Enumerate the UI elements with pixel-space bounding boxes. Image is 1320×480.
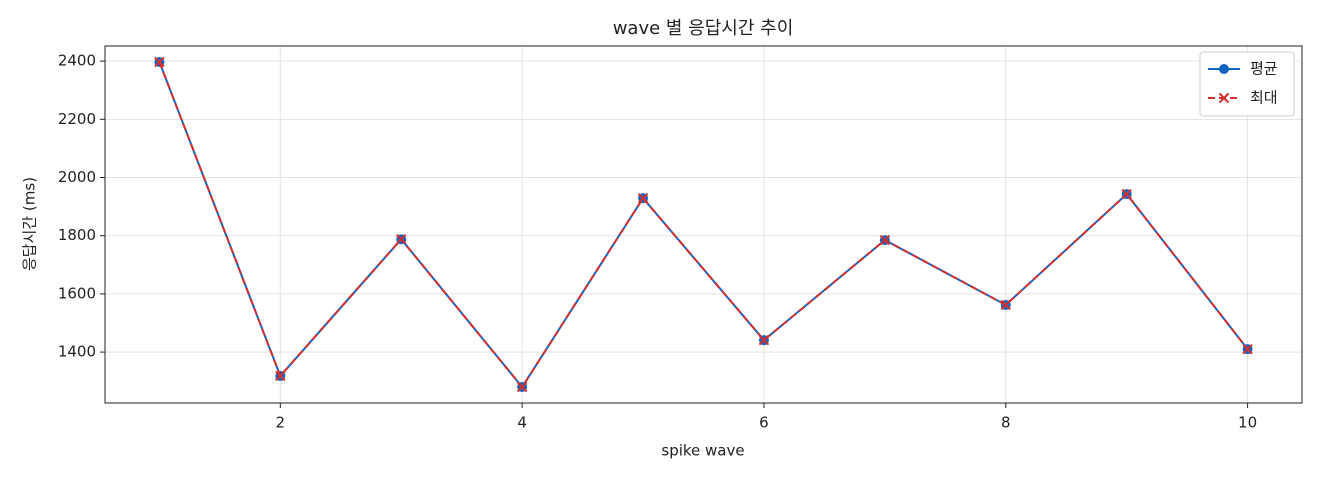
- legend-box: [1199, 51, 1295, 117]
- x-tick-label: 6: [759, 414, 769, 432]
- marker: [758, 334, 770, 346]
- plot-frame: [104, 45, 1303, 404]
- y-tick-label: 1800: [58, 226, 96, 244]
- x-tick-label: 4: [517, 414, 527, 432]
- marker: [1121, 188, 1132, 200]
- legend-marker: [1218, 92, 1230, 104]
- marker: [879, 234, 891, 246]
- y-tick-label: 2000: [58, 168, 96, 186]
- legend-label: 최대: [1250, 89, 1278, 107]
- x-axis-label: spike wave: [661, 442, 744, 460]
- marker: [396, 233, 407, 245]
- marker: [516, 381, 528, 393]
- marker: [637, 192, 649, 204]
- marker: [1242, 343, 1253, 355]
- legend-label: 평균: [1250, 60, 1278, 78]
- x-tick-label: 10: [1238, 414, 1257, 432]
- series-line: [158, 61, 1249, 389]
- marker: [154, 56, 165, 68]
- y-tick-label: 2400: [58, 52, 96, 70]
- legend-marker: [1219, 64, 1229, 74]
- marker: [1000, 299, 1011, 311]
- y-axis-label: 응답시간 (ms): [21, 177, 39, 271]
- y-tick-label: 2200: [58, 110, 96, 128]
- chart-title: wave 별 응답시간 추이: [613, 18, 794, 39]
- series-line: [158, 61, 1249, 389]
- y-tick-label: 1600: [58, 284, 96, 302]
- y-tick-label: 1400: [58, 343, 96, 361]
- marker: [275, 370, 286, 382]
- x-tick-label: 2: [276, 414, 286, 432]
- x-tick-label: 8: [1001, 414, 1011, 432]
